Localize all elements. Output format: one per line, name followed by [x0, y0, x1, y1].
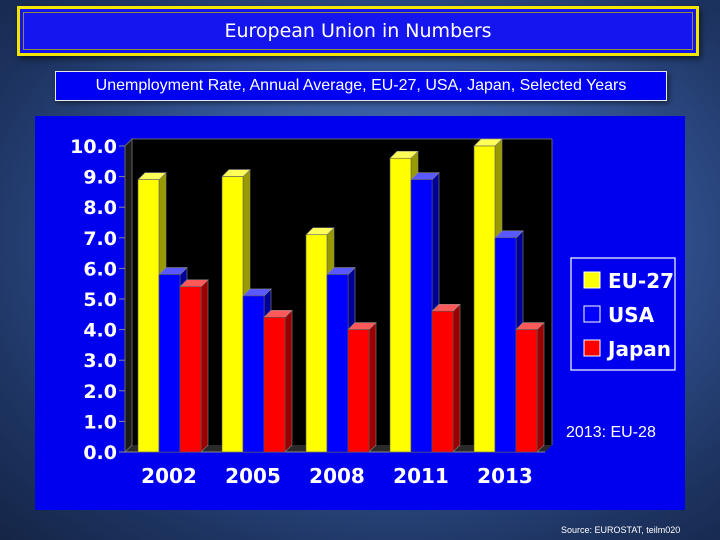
y-tick-label: 4.0: [83, 320, 117, 342]
y-tick-label: 5.0: [83, 289, 117, 311]
legend-swatch: [583, 271, 601, 289]
y-tick-label: 0.0: [83, 442, 117, 464]
legend-label: EU-27: [608, 269, 674, 293]
plot-frame: [124, 137, 133, 454]
y-tick-label: 8.0: [83, 197, 117, 219]
y-tick-label: 6.0: [83, 258, 117, 280]
bar: [263, 317, 286, 453]
bar: [158, 274, 181, 453]
chart-note: 2013: EU-28: [566, 424, 656, 441]
x-tick-label: 2011: [393, 464, 449, 488]
bar: [242, 295, 265, 453]
y-tick-label: 9.0: [83, 167, 117, 189]
bar: [326, 274, 349, 453]
legend-label: Japan: [606, 337, 671, 361]
subtitle-banner: Unemployment Rate, Annual Average, EU-27…: [55, 71, 667, 101]
bar: [137, 179, 160, 453]
legend-box: [570, 257, 676, 371]
bar: [473, 145, 496, 453]
legend-swatch: [583, 339, 601, 357]
y-tick-label: 3.0: [83, 350, 117, 372]
bar: [389, 157, 412, 453]
bar-side: [452, 303, 461, 453]
bar: [431, 310, 454, 453]
chart-subtitle: Unemployment Rate, Annual Average, EU-27…: [95, 77, 627, 94]
bar-side: [200, 279, 209, 453]
bar-side: [536, 321, 545, 453]
bar: [494, 237, 517, 453]
bar: [515, 329, 538, 453]
bar: [410, 179, 433, 453]
y-tick-label: 2.0: [83, 381, 117, 403]
source-citation: Source: EUROSTAT, teilm020: [561, 525, 681, 535]
plot-side-wall: [125, 139, 132, 452]
bar: [305, 234, 328, 453]
y-tick-label: 1.0: [83, 411, 117, 433]
title-banner: European Union in Numbers: [17, 6, 699, 56]
bar: [221, 176, 244, 453]
x-tick-label: 2005: [225, 464, 281, 488]
x-tick-label: 2013: [477, 464, 533, 488]
bar: [179, 286, 202, 453]
legend-swatch: [583, 305, 601, 323]
bar-side: [368, 321, 377, 453]
page-title: European Union in Numbers: [224, 20, 492, 42]
y-tick-label: 10.0: [70, 136, 117, 158]
title-banner-inner-border: [23, 12, 693, 50]
legend-label: USA: [608, 303, 655, 327]
x-tick-label: 2002: [141, 464, 197, 488]
bar: [347, 329, 370, 453]
x-tick-label: 2008: [309, 464, 365, 488]
bar-side: [284, 309, 293, 453]
y-tick-label: 7.0: [83, 228, 117, 250]
chart-svg: 0.0 1.0 2.0 3.0 4.0 5.0 6.0 7.0 8.0 9.0 10.0 2002 20…: [70, 136, 676, 488]
chart-panel: 0.0 1.0 2.0 3.0 4.0 5.0 6.0 7.0 8.0 9.0 10.0 2002 20…: [35, 116, 685, 510]
